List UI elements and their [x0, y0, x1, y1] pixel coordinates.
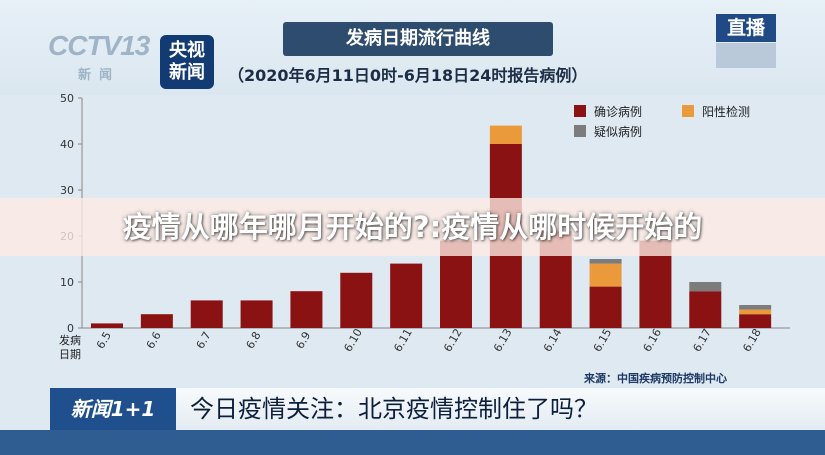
legend-swatch-2 [574, 125, 586, 137]
x-tick-label: 6.11 [391, 326, 415, 354]
bar-6.17-2 [689, 282, 722, 292]
x-tick-label: 6.14 [541, 326, 565, 354]
x-tick-label: 6.10 [342, 326, 366, 354]
news-channel-badge: 央视 新闻 [160, 35, 214, 89]
y-tick-label: 10 [60, 276, 74, 289]
bar-6.8-0 [240, 300, 273, 328]
bar-6.15-0 [589, 286, 622, 328]
bar-6.15-1 [589, 263, 622, 287]
bar-6.18-1 [739, 309, 772, 315]
live-badge-text: 直播 [716, 14, 776, 42]
bar-6.15-2 [589, 259, 622, 264]
live-badge: 直播 [716, 14, 776, 68]
watermark-banner: 疫情从哪年哪月开始的?:疫情从哪时候开始的 [0, 198, 825, 256]
bottom-bar [0, 430, 825, 455]
bar-6.10-0 [340, 272, 373, 328]
y-tick-label: 0 [67, 322, 74, 335]
badge-line1: 央视 [169, 40, 205, 61]
x-tick-label: 6.16 [641, 326, 665, 354]
legend-label-2: 疑似病例 [594, 124, 642, 139]
cctv-logo-sub: 新闻 [78, 67, 121, 82]
cctv-logo: CCTV13 新闻 [48, 30, 158, 82]
y-tick-label: 30 [60, 184, 74, 197]
live-badge-logo [716, 43, 776, 68]
x-tick-label: 6.8 [244, 329, 264, 351]
x-tick-label: 6.18 [740, 326, 764, 354]
y-tick-label: 40 [60, 138, 74, 151]
bar-6.18-2 [739, 305, 772, 310]
ticker-message: 今日疫情关注：北京疫情控制住了吗？ [190, 395, 598, 423]
source-note: 来源：中国疾病预防控制中心 [584, 372, 727, 385]
news-ticker: 新闻1+1 今日疫情关注：北京疫情控制住了吗？ [50, 388, 825, 430]
legend-swatch-1 [682, 105, 694, 117]
x-axis-label-line2: 日期 [59, 348, 81, 361]
x-tick-label: 6.12 [441, 326, 465, 354]
legend-swatch-0 [574, 105, 586, 117]
badge-line2: 新闻 [169, 62, 205, 83]
chart-title: 发病日期流行曲线 [283, 22, 553, 56]
legend-label-1: 阳性检测 [702, 104, 750, 119]
bar-6.18-0 [739, 314, 772, 328]
x-tick-label: 6.5 [94, 329, 114, 351]
bar-6.9-0 [290, 291, 323, 328]
x-tick-label: 6.17 [691, 326, 715, 354]
x-tick-label: 6.6 [144, 329, 164, 351]
bar-6.11-0 [390, 263, 423, 328]
bar-6.5-0 [91, 323, 123, 328]
x-tick-label: 6.13 [491, 326, 515, 354]
cctv-logo-text: CCTV13 [48, 30, 150, 61]
legend-label-0: 确诊病例 [594, 104, 642, 119]
x-tick-label: 6.15 [591, 326, 615, 354]
x-tick-label: 6.9 [293, 329, 313, 351]
bar-6.6-0 [140, 314, 173, 328]
bar-6.7-0 [190, 300, 223, 328]
x-axis-label-line1: 发病 [59, 333, 81, 347]
y-tick-label: 50 [60, 92, 74, 105]
bar-6.13-1 [489, 125, 522, 144]
ticker-tag: 新闻1+1 [50, 388, 176, 430]
x-tick-label: 6.7 [194, 329, 214, 351]
bar-6.17-0 [689, 291, 722, 328]
chart-subtitle: （2020年6月11日0时-6月18日24时报告病例） [228, 66, 588, 85]
